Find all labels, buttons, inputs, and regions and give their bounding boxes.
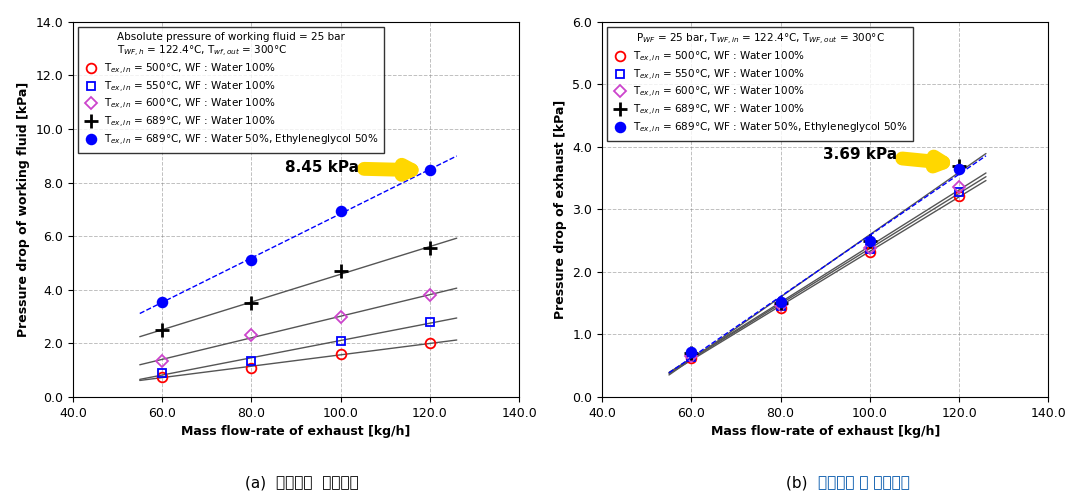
Legend: T$_{ex,in}$ = 500°C, WF : Water 100%, T$_{ex,in}$ = 550°C, WF : Water 100%, T$_{: T$_{ex,in}$ = 500°C, WF : Water 100%, T$… xyxy=(608,27,913,141)
Text: 8.45 kPa: 8.45 kPa xyxy=(285,160,412,176)
Y-axis label: Pressure drop of working fluid [kPa]: Pressure drop of working fluid [kPa] xyxy=(16,82,29,337)
Text: (a): (a) xyxy=(245,475,276,490)
Text: 작동유체  압력손실: 작동유체 압력손실 xyxy=(276,475,358,490)
X-axis label: Mass flow-rate of exhaust [kg/h]: Mass flow-rate of exhaust [kg/h] xyxy=(710,426,940,438)
Y-axis label: Pressure drop of exhaust [kPa]: Pressure drop of exhaust [kPa] xyxy=(553,100,566,319)
X-axis label: Mass flow-rate of exhaust [kg/h]: Mass flow-rate of exhaust [kg/h] xyxy=(181,426,410,438)
Text: 배기가스 측 압력손실: 배기가스 측 압력손실 xyxy=(818,475,910,490)
Legend: T$_{ex,in}$ = 500°C, WF : Water 100%, T$_{ex,in}$ = 550°C, WF : Water 100%, T$_{: T$_{ex,in}$ = 500°C, WF : Water 100%, T$… xyxy=(78,27,383,153)
Text: 3.69 kPa: 3.69 kPa xyxy=(823,147,943,167)
Text: (b): (b) xyxy=(786,475,818,490)
